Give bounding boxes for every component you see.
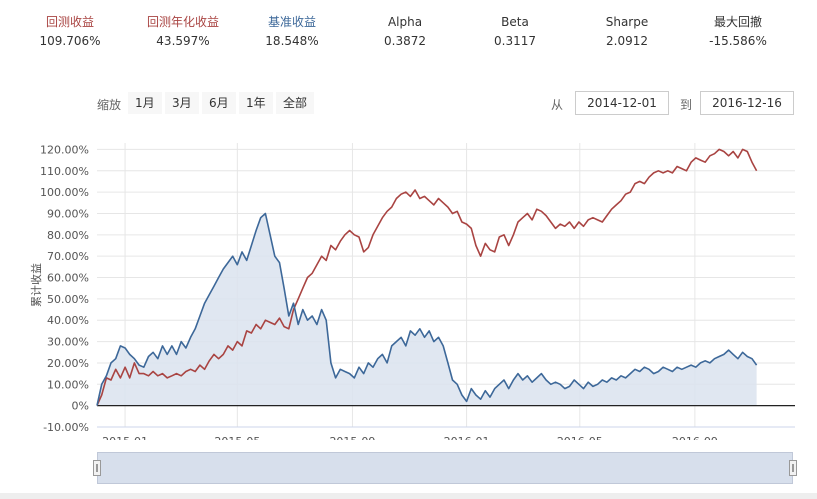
navigator-right-handle[interactable] [789,460,797,476]
x-tick-label: 2016-01 [444,435,490,440]
y-tick-label: -10.00% [43,421,89,434]
y-tick-label: 80.00% [47,229,89,242]
y-tick-label: 60.00% [47,272,89,285]
stat-label: 最大回撤 [713,15,762,29]
range-selector: 缩放 1月 3月 6月 1年 全部 从 2014-12-01 到 2016-12… [0,90,817,118]
stat-5: Sharpe 2.0912 [572,14,682,49]
zoom-1y-button[interactable]: 1年 [239,92,273,114]
y-tick-label: 70.00% [47,250,89,263]
stat-label: Sharpe [605,15,649,29]
zoom-label: 缩放 [97,98,122,112]
y-tick-label: 50.00% [47,293,89,306]
benchmark-line [96,212,758,406]
zoom-1m-button[interactable]: 1月 [128,92,162,114]
stat-3: Alpha 0.3872 [350,14,460,49]
from-date-input[interactable]: 2014-12-01 [575,91,669,115]
stat-value: -15.586% [709,34,767,48]
x-tick-label: 2015-01 [102,435,148,440]
x-tick-label: 2015-09 [329,435,375,440]
to-date-input[interactable]: 2016-12-16 [700,91,794,115]
zoom-3m-button[interactable]: 3月 [165,92,199,114]
y-tick-label: 10.00% [47,378,89,391]
navigator[interactable] [93,452,797,486]
stat-value: 0.3872 [384,34,426,48]
stat-value: 109.706% [39,34,101,48]
y-tick-label: 110.00% [40,165,89,178]
cumulative-return-chart: 120.00% 110.00% 100.00% 90.00% 80.00% 70.00% 6… [29,143,795,440]
y-tick-label: 40.00% [47,314,89,327]
navigator-window[interactable] [97,452,793,484]
stat-4: Beta 0.3117 [460,14,570,49]
y-tick-label: 0% [72,400,89,413]
stat-value: 43.597% [156,34,210,48]
y-tick-label: 100.00% [40,186,89,199]
from-label: 从 [551,98,564,112]
y-tick-label: 120.00% [40,143,89,156]
zoom-all-button[interactable]: 全部 [276,92,315,114]
stat-value: 0.3117 [494,34,536,48]
x-tick-label: 2016-09 [672,435,718,440]
stat-2: 基准收益 18.548% [237,14,347,49]
y-axis-label: 累计收益 [29,263,43,307]
stat-label: Beta [501,15,529,29]
stat-value: 18.548% [265,34,319,48]
stat-1: 回测年化收益 43.597% [128,14,238,49]
y-tick-label: 20.00% [47,357,89,370]
scrollbar[interactable] [0,493,817,499]
x-tick-label: 2016-05 [557,435,603,440]
stat-6: 最大回撤 -15.586% [683,14,793,49]
benchmark-area [97,213,757,406]
stat-value: 2.0912 [606,34,648,48]
stat-label: 回测收益 [45,15,94,29]
stat-0: 回测收益 109.706% [15,14,125,49]
stat-label: Alpha [387,15,423,29]
navigator-left-handle[interactable] [93,460,101,476]
strategy-line [96,148,758,406]
stat-label: 基准收益 [267,15,316,29]
stats-bar: 回测收益 109.706% 回测年化收益 43.597% 基准收益 18.548% Alph… [0,14,817,54]
zoom-6m-button[interactable]: 6月 [202,92,236,114]
to-label: 到 [680,98,693,112]
y-tick-label: 90.00% [47,207,89,220]
x-tick-label: 2015-05 [214,435,260,440]
y-tick-label: 30.00% [47,336,89,349]
stat-label: 回测年化收益 [146,15,219,29]
